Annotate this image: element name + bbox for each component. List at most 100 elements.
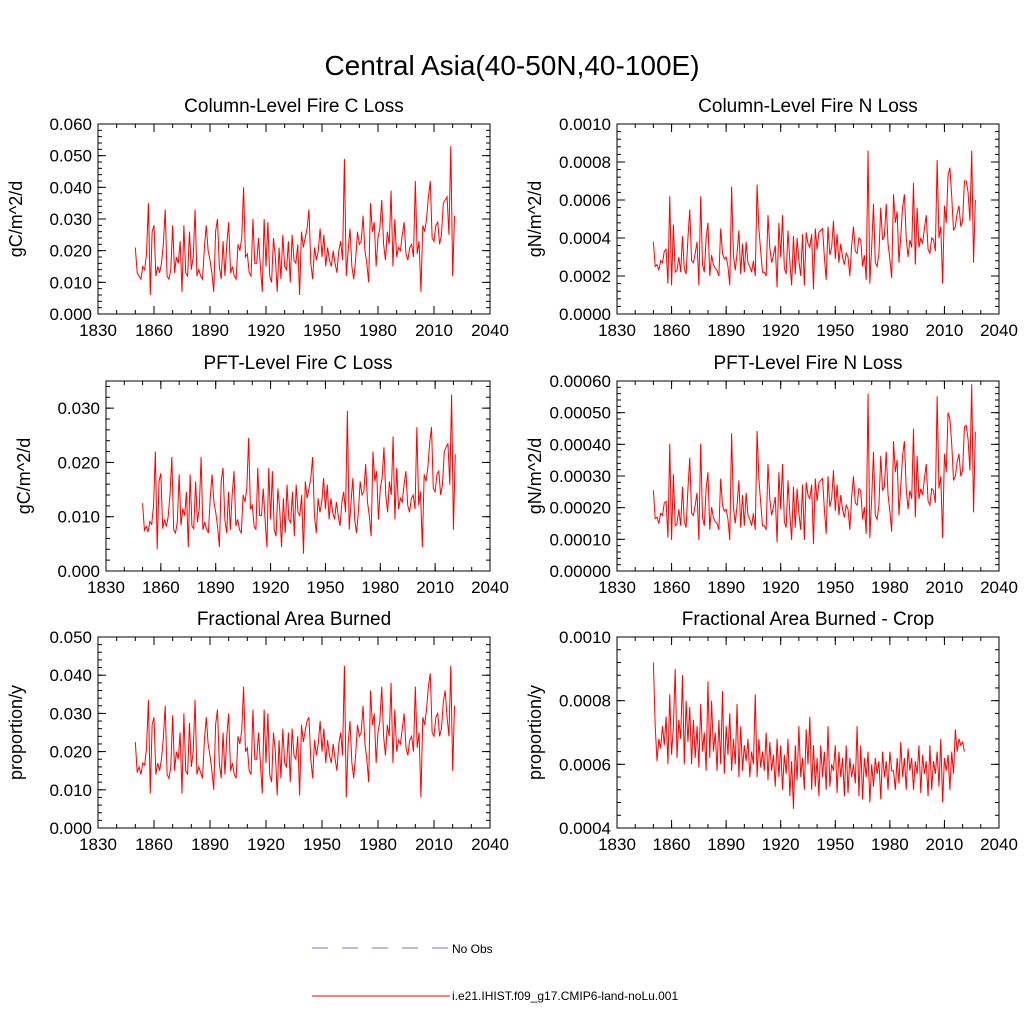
x-tick-label: 1980 bbox=[359, 835, 397, 854]
chart-panel-6: Fractional Area Burned - Crop proportion/… bbox=[525, 609, 1018, 854]
y-tick-label: 0.0000 bbox=[559, 305, 611, 324]
series-line bbox=[652, 150, 976, 290]
x-tick-label: 2040 bbox=[980, 578, 1018, 597]
plot-frame bbox=[616, 636, 1000, 829]
y-tick-label: 0.060 bbox=[49, 115, 92, 134]
x-tick-label: 1830 bbox=[79, 321, 117, 340]
x-tick-label: 2010 bbox=[415, 835, 453, 854]
y-axis-label: gC/m^2/d bbox=[14, 438, 34, 514]
x-tick-label: 2040 bbox=[980, 835, 1018, 854]
x-tick-label: 1950 bbox=[303, 835, 341, 854]
x-tick-label: 1830 bbox=[79, 835, 117, 854]
x-tick-label: 1890 bbox=[707, 578, 745, 597]
y-tick-label: 0.020 bbox=[57, 453, 100, 472]
figure-title: Central Asia(40-50N,40-100E) bbox=[324, 50, 699, 81]
y-tick-label: 0.0006 bbox=[559, 755, 611, 774]
x-tick-label: 1980 bbox=[361, 578, 399, 597]
chart-panel-4: PFT-Level Fire N Loss gN/m^2/d 1830 1860 189… bbox=[525, 353, 1018, 597]
plot-frame bbox=[105, 380, 491, 572]
y-tick-label: 0.0004 bbox=[559, 229, 611, 248]
panel-title: PFT-Level Fire C Loss bbox=[204, 353, 393, 374]
y-tick-label: 0.000 bbox=[49, 305, 92, 324]
y-axis-label: proportion/y bbox=[6, 685, 26, 780]
x-tick-label: 2040 bbox=[471, 321, 509, 340]
y-tick-label: 0.040 bbox=[49, 178, 92, 197]
plot-frame bbox=[97, 636, 491, 829]
series-line bbox=[142, 394, 456, 554]
x-tick-label: 1950 bbox=[816, 835, 854, 854]
chart-panel-1: Column-Level Fire C Loss gC/m^2/d 1830 1860… bbox=[6, 96, 509, 340]
panel-title: Column-Level Fire C Loss bbox=[184, 96, 404, 117]
x-tick-label: 1830 bbox=[598, 835, 636, 854]
y-tick-label: 0.00020 bbox=[550, 499, 611, 518]
y-tick-label: 0.030 bbox=[49, 704, 92, 723]
x-tick-label: 1920 bbox=[252, 578, 290, 597]
y-tick-label: 0.010 bbox=[49, 781, 92, 800]
y-axis-label: gN/m^2/d bbox=[525, 181, 545, 257]
legend-label-model: i.e21.IHIST.f09_g17.CMIP6-land-noLu.001 bbox=[452, 989, 678, 1003]
x-tick-label: 2040 bbox=[471, 835, 509, 854]
x-tick-label: 1890 bbox=[707, 835, 745, 854]
x-tick-label: 1980 bbox=[871, 578, 909, 597]
x-tick-label: 2010 bbox=[926, 321, 964, 340]
y-tick-label: 0.000 bbox=[57, 562, 100, 581]
y-tick-label: 0.050 bbox=[49, 147, 92, 166]
y-tick-label: 0.030 bbox=[49, 210, 92, 229]
y-tick-label: 0.000 bbox=[49, 819, 92, 838]
panel-title: Column-Level Fire N Loss bbox=[698, 96, 918, 117]
x-tick-label: 1920 bbox=[762, 578, 800, 597]
x-tick-label: 1860 bbox=[653, 321, 691, 340]
series-line bbox=[652, 662, 965, 809]
plot-frame bbox=[616, 123, 1000, 315]
y-tick-label: 0.00040 bbox=[550, 435, 611, 454]
y-tick-label: 0.0008 bbox=[559, 692, 611, 711]
y-tick-label: 0.00000 bbox=[550, 562, 611, 581]
x-tick-label: 1950 bbox=[307, 578, 345, 597]
x-tick-label: 2010 bbox=[926, 835, 964, 854]
y-tick-label: 0.040 bbox=[49, 666, 92, 685]
x-tick-label: 1890 bbox=[707, 321, 745, 340]
x-tick-label: 1980 bbox=[871, 321, 909, 340]
y-tick-label: 0.00060 bbox=[550, 372, 611, 391]
y-tick-label: 0.0002 bbox=[559, 267, 611, 286]
chart-panel-3: PFT-Level Fire C Loss gC/m^2/d 1830 1860 189… bbox=[14, 353, 509, 597]
panel-title: PFT-Level Fire N Loss bbox=[714, 353, 903, 374]
x-tick-label: 1890 bbox=[191, 835, 229, 854]
y-axis-label: gC/m^2/d bbox=[6, 181, 26, 257]
y-tick-label: 0.0006 bbox=[559, 191, 611, 210]
y-tick-label: 0.00050 bbox=[550, 404, 611, 423]
x-tick-label: 1920 bbox=[762, 835, 800, 854]
x-tick-label: 1890 bbox=[197, 578, 235, 597]
x-tick-label: 1980 bbox=[871, 835, 909, 854]
x-tick-label: 2010 bbox=[416, 578, 454, 597]
chart-panel-5: Fractional Area Burned proportion/y 1830 18… bbox=[6, 609, 509, 854]
x-tick-label: 2040 bbox=[980, 321, 1018, 340]
legend: No Obs i.e21.IHIST.f09_g17.CMIP6-land-no… bbox=[312, 942, 678, 1003]
y-tick-label: 0.020 bbox=[49, 743, 92, 762]
series-line bbox=[134, 146, 456, 296]
y-tick-label: 0.0004 bbox=[559, 819, 611, 838]
y-tick-label: 0.030 bbox=[57, 399, 100, 418]
x-tick-label: 1830 bbox=[87, 578, 125, 597]
x-tick-label: 1860 bbox=[653, 835, 691, 854]
legend-label-no-obs: No Obs bbox=[452, 942, 493, 956]
x-tick-label: 1860 bbox=[142, 578, 180, 597]
y-tick-label: 0.0008 bbox=[559, 153, 611, 172]
y-axis-label: gN/m^2/d bbox=[525, 438, 545, 514]
chart-panel-2: Column-Level Fire N Loss gN/m^2/d 1830 1860… bbox=[525, 96, 1018, 340]
x-tick-label: 1860 bbox=[135, 321, 173, 340]
x-tick-label: 1950 bbox=[303, 321, 341, 340]
x-tick-label: 1980 bbox=[359, 321, 397, 340]
y-tick-label: 0.0010 bbox=[559, 628, 611, 647]
y-tick-label: 0.00030 bbox=[550, 467, 611, 486]
x-tick-label: 1860 bbox=[653, 578, 691, 597]
x-tick-label: 1830 bbox=[598, 578, 636, 597]
y-tick-label: 0.020 bbox=[49, 242, 92, 261]
x-tick-label: 2010 bbox=[926, 578, 964, 597]
x-tick-label: 1920 bbox=[247, 835, 285, 854]
y-axis-label: proportion/y bbox=[525, 685, 545, 780]
x-tick-label: 2010 bbox=[415, 321, 453, 340]
y-tick-label: 0.050 bbox=[49, 628, 92, 647]
y-tick-label: 0.0010 bbox=[559, 115, 611, 134]
